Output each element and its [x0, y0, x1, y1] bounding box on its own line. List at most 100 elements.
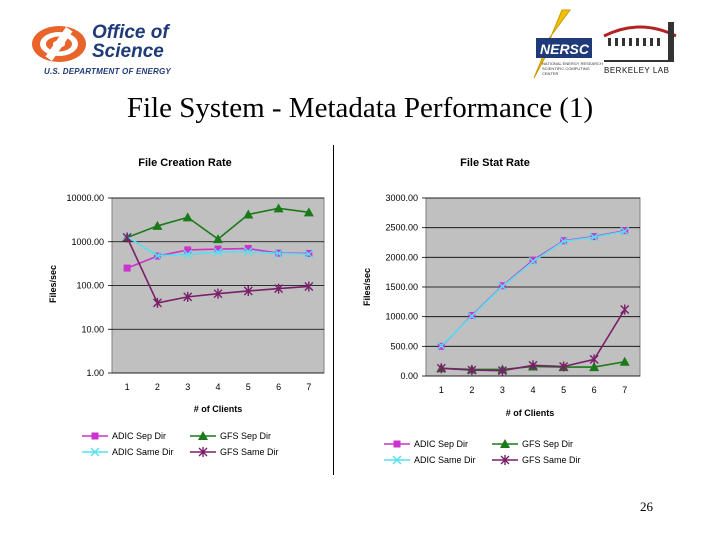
series-2 — [436, 226, 630, 351]
legend-label: GFS Same Dir — [522, 455, 581, 465]
legend-label: ADIC Sep Dir — [112, 431, 166, 441]
y-tick-label: 1.00 — [86, 368, 104, 378]
data-point — [274, 248, 284, 258]
doe-logo-line-2: Science — [92, 41, 164, 62]
chart-divider — [333, 145, 334, 475]
data-point — [244, 245, 252, 253]
data-point — [122, 232, 132, 243]
legend-label: GFS Same Dir — [220, 447, 279, 457]
legend-marker — [198, 447, 208, 457]
y-axis-label: Files/sec — [48, 265, 58, 303]
data-point — [243, 209, 254, 219]
data-point — [274, 283, 284, 294]
data-point — [304, 249, 314, 259]
x-tick-label: 6 — [592, 385, 597, 395]
y-tick-label: 1000.00 — [71, 237, 104, 247]
y-tick-label: 500.00 — [390, 341, 418, 351]
x-tick-label: 3 — [500, 385, 505, 395]
data-point — [213, 288, 223, 299]
x-tick-label: 7 — [306, 382, 311, 392]
data-point — [213, 247, 223, 257]
data-point — [436, 341, 446, 351]
nersc-logo-name: NERSC — [540, 41, 590, 57]
data-point — [528, 360, 538, 371]
x-tick-label: 2 — [155, 382, 160, 392]
data-point — [528, 256, 538, 266]
legend-label: GFS Sep Dir — [220, 431, 271, 441]
data-point — [467, 311, 477, 321]
doe-logo-line-3: U.S. DEPARTMENT OF ENERGY — [44, 67, 171, 76]
legend: ADIC Sep Dir GFS Sep Dir ADIC Same Dir GFS … — [384, 439, 581, 465]
data-point — [497, 281, 507, 291]
data-point — [620, 304, 630, 315]
legend: ADIC Sep Dir GFS Sep Dir ADIC Same Dir GFS … — [82, 431, 279, 457]
legend-label: ADIC Sep Dir — [414, 439, 468, 449]
x-tick-label: 3 — [185, 382, 190, 392]
legend-label: ADIC Same Dir — [112, 447, 174, 457]
x-axis-label: # of Clients — [194, 404, 243, 414]
legend-label: GFS Sep Dir — [522, 439, 573, 449]
doe-logo-line-1: Office of — [92, 22, 169, 43]
data-point — [243, 246, 253, 256]
y-tick-label: 3000.00 — [385, 193, 418, 203]
legend-marker — [393, 440, 401, 448]
x-tick-label: 5 — [561, 385, 566, 395]
doe-emblem-icon — [32, 26, 86, 62]
y-tick-label: 100.00 — [76, 281, 104, 291]
file-stat-rate-svg: File Stat Rate Files/sec # of Clients 3000.… — [362, 157, 641, 465]
data-point — [619, 356, 630, 366]
legend-item: ADIC Sep Dir — [384, 439, 468, 449]
legend-marker — [500, 439, 510, 448]
nersc-logo-tagline: NATIONAL ENERGY RESEARCH SCIENTIFIC COMP… — [542, 61, 607, 76]
chart-title: File Creation Rate — [138, 157, 232, 169]
data-point — [184, 246, 192, 254]
legend-item: GFS Same Dir — [190, 447, 279, 457]
data-point — [304, 281, 314, 292]
x-tick-label: 7 — [622, 385, 627, 395]
data-point — [182, 212, 193, 222]
x-axis-label: # of Clients — [506, 408, 555, 418]
y-axis-label: Files/sec — [362, 268, 372, 306]
legend-marker — [90, 447, 100, 457]
x-tick-label: 1 — [125, 382, 130, 392]
y-tick-label: 1000.00 — [385, 312, 418, 322]
legend-marker — [91, 432, 99, 440]
nersc-lightning-icon — [533, 9, 592, 79]
nersc-tagline-1: NATIONAL ENERGY RESEARCH — [542, 61, 603, 66]
x-tick-label: 4 — [530, 385, 535, 395]
data-point — [152, 251, 162, 261]
data-point — [152, 220, 163, 230]
data-point — [589, 232, 599, 242]
data-point — [620, 226, 630, 236]
legend-marker — [500, 455, 510, 465]
legend-item: ADIC Sep Dir — [82, 431, 166, 441]
file-creation-rate-svg: File Creation Rate Files/sec # of Clients 1… — [48, 157, 325, 457]
data-point — [303, 207, 314, 217]
x-tick-label: 5 — [246, 382, 251, 392]
legend-marker — [392, 455, 402, 465]
data-point — [589, 354, 599, 365]
y-tick-label: 10.00 — [81, 324, 104, 334]
file-stat-rate-chart: File Stat Rate Files/sec # of Clients 3000.… — [350, 150, 650, 480]
data-point — [152, 297, 162, 308]
nersc-logo: NERSC NATIONAL ENERGY RESEARCH SCIENTIFI… — [512, 8, 607, 83]
legend-item: ADIC Same Dir — [82, 447, 174, 457]
data-point — [559, 361, 569, 372]
doe-office-of-science-logo: Office of Science U.S. DEPARTMENT OF ENE… — [30, 18, 180, 80]
y-tick-label: 1500.00 — [385, 282, 418, 292]
data-point — [214, 245, 222, 253]
data-point — [467, 365, 477, 376]
data-point — [589, 362, 600, 372]
x-tick-label: 4 — [215, 382, 220, 392]
x-tick-label: 6 — [276, 382, 281, 392]
data-point — [436, 363, 446, 374]
x-tick-label: 2 — [469, 385, 474, 395]
y-tick-label: 0.00 — [400, 371, 418, 381]
slide-title: File System - Metadata Performance (1) — [126, 92, 594, 124]
data-point — [529, 256, 537, 264]
berkeley-lab-building-icon — [603, 22, 677, 62]
x-tick-label: 1 — [439, 385, 444, 395]
data-point — [123, 264, 131, 272]
data-point — [183, 249, 193, 259]
chart-title: File Stat Rate — [460, 157, 530, 169]
